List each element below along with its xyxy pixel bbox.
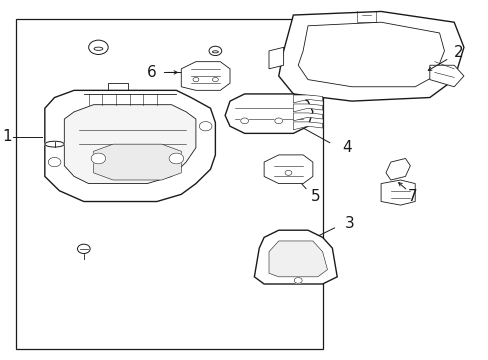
Polygon shape [254,230,337,284]
Text: 4: 4 [342,140,351,155]
Circle shape [169,153,183,164]
Polygon shape [293,104,322,112]
Polygon shape [268,47,283,69]
Circle shape [199,122,211,131]
Ellipse shape [45,141,64,147]
Bar [16,19,322,348]
Polygon shape [298,22,444,87]
Text: 3: 3 [344,216,354,230]
Polygon shape [224,94,312,134]
Text: 7: 7 [407,189,417,204]
Text: 1: 1 [2,130,12,144]
Polygon shape [429,65,463,87]
Polygon shape [278,12,463,101]
Polygon shape [64,105,196,184]
Polygon shape [268,241,327,277]
Circle shape [91,153,105,164]
Polygon shape [93,144,181,180]
Circle shape [48,157,61,167]
Text: 5: 5 [310,189,320,204]
Polygon shape [293,122,322,130]
Polygon shape [264,155,312,184]
Circle shape [274,118,282,124]
Polygon shape [380,180,414,205]
Polygon shape [181,62,229,90]
Polygon shape [45,90,215,202]
Circle shape [88,40,108,54]
Circle shape [240,118,248,124]
Text: 6: 6 [147,65,157,80]
Circle shape [294,278,302,283]
Polygon shape [293,95,322,103]
Text: 2: 2 [453,45,463,60]
Polygon shape [293,113,322,121]
Circle shape [77,244,90,253]
Polygon shape [385,158,409,180]
Circle shape [209,46,221,55]
